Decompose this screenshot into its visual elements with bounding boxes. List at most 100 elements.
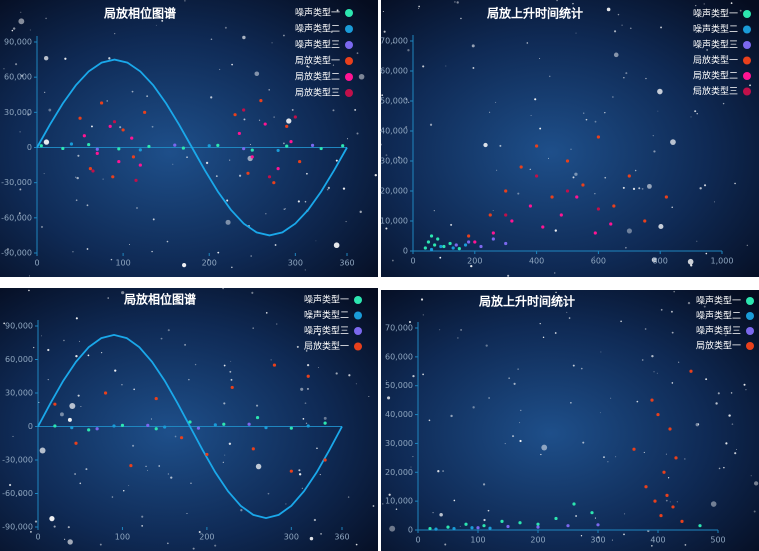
star <box>85 468 88 471</box>
scatter-point <box>117 159 121 164</box>
star <box>107 297 110 299</box>
y-tick-label: 90,000 <box>4 38 32 47</box>
y-tick-label: 30,000 <box>5 389 33 398</box>
star <box>665 499 668 502</box>
legend-label: 噪声类型三 <box>304 325 349 337</box>
scatter-point <box>627 174 631 178</box>
star <box>611 539 613 541</box>
y-tick-label: 0 <box>403 247 408 256</box>
scatter-point <box>662 470 666 474</box>
star <box>270 359 272 361</box>
star <box>487 509 490 512</box>
scatter-point <box>491 237 495 241</box>
star <box>623 77 625 79</box>
star <box>111 496 114 498</box>
star <box>594 193 596 195</box>
star <box>512 435 515 438</box>
star <box>194 363 197 366</box>
star <box>43 173 45 175</box>
star <box>333 242 340 249</box>
y-tick-label: 50,000 <box>380 97 408 106</box>
scatter-point <box>87 142 91 147</box>
scatter-point <box>276 167 280 171</box>
star <box>723 466 725 469</box>
star <box>297 200 300 203</box>
star <box>405 125 408 128</box>
star <box>121 291 125 295</box>
star <box>222 287 224 290</box>
scatter-point <box>535 144 539 148</box>
legend-marker <box>743 56 751 65</box>
star <box>198 531 201 534</box>
scatter-point <box>446 525 450 529</box>
star <box>728 414 731 417</box>
y-tick-label: 0 <box>408 526 413 535</box>
star <box>63 339 65 342</box>
scatter-point <box>74 441 78 445</box>
star <box>660 26 663 29</box>
star <box>513 382 516 385</box>
star <box>48 108 52 112</box>
scatter-point <box>91 169 95 173</box>
y-tick-label: 40,000 <box>385 410 413 419</box>
sine-curve <box>37 333 343 520</box>
star <box>472 67 475 69</box>
star <box>3 322 6 325</box>
legend-marker <box>345 57 353 65</box>
star <box>600 351 602 353</box>
star <box>656 372 658 374</box>
star <box>499 144 502 147</box>
star <box>412 456 414 458</box>
scatter-point <box>146 423 150 427</box>
star <box>439 256 442 259</box>
scatter-point <box>575 195 579 199</box>
star <box>753 481 759 486</box>
star <box>651 257 657 263</box>
star <box>141 525 144 527</box>
star <box>172 163 174 165</box>
star <box>119 126 122 129</box>
scatter-point <box>653 499 657 503</box>
star <box>613 30 617 33</box>
star <box>355 543 358 546</box>
star <box>284 208 287 210</box>
scatter-point <box>518 521 522 525</box>
legend-label: 局放类型二 <box>295 71 340 83</box>
scatter-point <box>659 513 663 518</box>
star <box>624 513 626 515</box>
scatter-point <box>536 522 540 526</box>
star <box>167 542 169 545</box>
star <box>323 416 327 420</box>
scatter-point <box>429 234 434 238</box>
star <box>556 0 559 2</box>
x-tick-label: 100 <box>470 536 485 545</box>
scatter-point <box>550 195 554 199</box>
star <box>670 139 676 145</box>
scatter-point <box>581 183 585 187</box>
x-tick-label: 800 <box>653 257 668 266</box>
scatter-point <box>500 519 504 523</box>
scatter-point <box>242 147 246 151</box>
star <box>355 383 357 385</box>
scatter-point <box>112 424 116 428</box>
star <box>647 183 652 189</box>
scatter-point <box>596 523 600 527</box>
star <box>230 378 233 381</box>
star <box>472 406 475 409</box>
scatter-point <box>528 204 533 208</box>
star <box>34 520 38 523</box>
scatter-point <box>154 427 158 431</box>
star <box>75 199 78 202</box>
star <box>599 412 601 414</box>
star <box>77 154 80 157</box>
star <box>433 209 435 212</box>
star <box>542 336 545 339</box>
star <box>3 68 5 70</box>
star <box>621 24 623 26</box>
star <box>43 55 49 61</box>
scatter-point <box>341 144 345 148</box>
star <box>695 422 700 427</box>
y-tick-label: 60,000 <box>5 355 33 364</box>
star <box>483 142 488 148</box>
star <box>610 397 612 399</box>
